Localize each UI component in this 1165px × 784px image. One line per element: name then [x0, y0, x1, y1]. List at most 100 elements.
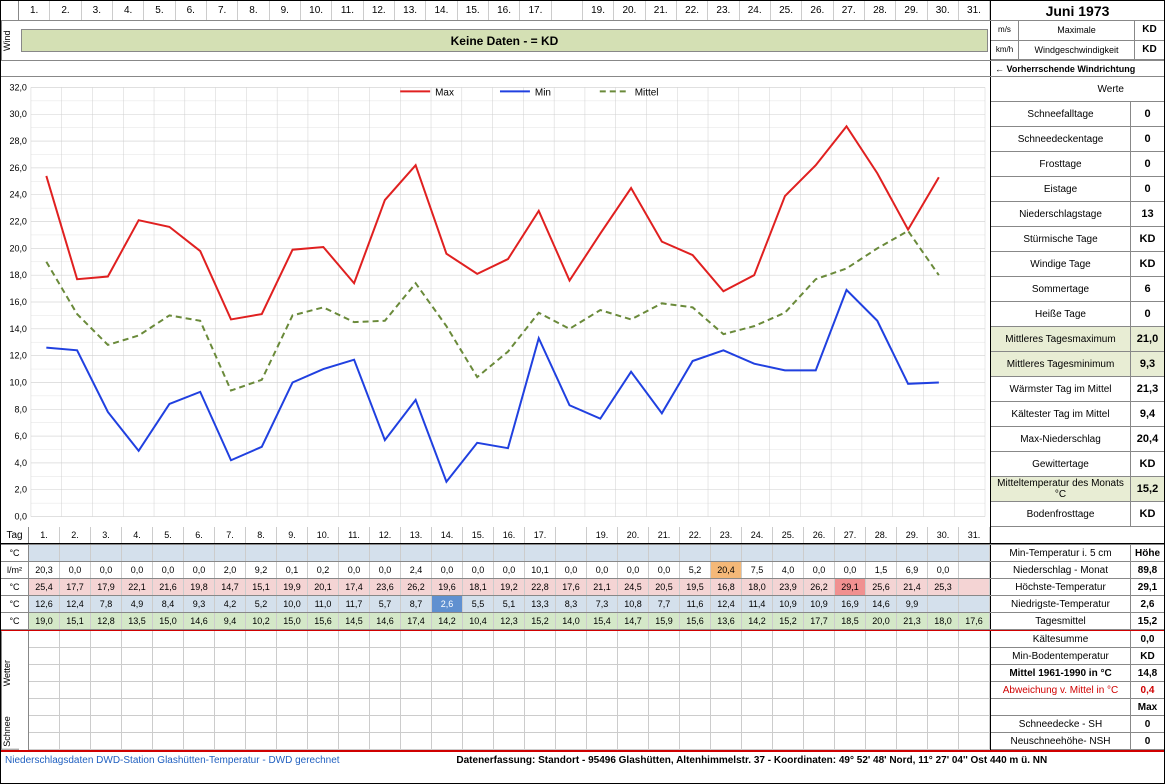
summary-label: Höchste-Temperatur	[991, 579, 1130, 595]
stat-label: Kältester Tag im Mittel	[991, 409, 1130, 420]
empty-cell	[494, 631, 525, 647]
row-cells: 19,015,112,813,515,014,69,410,215,015,61…	[29, 613, 990, 629]
empty-cell	[804, 699, 835, 715]
svg-text:12,0: 12,0	[9, 351, 26, 361]
data-cell: 2,6	[432, 596, 463, 612]
data-cell	[835, 545, 866, 561]
data-cell	[618, 545, 649, 561]
stat-value	[1130, 77, 1164, 101]
stat-label: Bodenfrosttage	[991, 509, 1130, 520]
day-header: 20.	[614, 1, 645, 20]
data-cell: 4,2	[215, 596, 246, 612]
data-cell: 7,8	[91, 596, 122, 612]
day-header: 8.	[238, 1, 269, 20]
stat-row: Niederschlagstage13	[991, 202, 1164, 227]
empty-cell	[370, 699, 401, 715]
empty-cell	[587, 631, 618, 647]
data-cell: 4,9	[122, 596, 153, 612]
tag-cell: 21.	[649, 527, 680, 543]
data-cell: 15,4	[587, 613, 618, 629]
bottom-grid-row	[29, 716, 990, 733]
empty-cell	[401, 733, 432, 749]
day-header: 17.	[520, 1, 551, 20]
empty-cell	[29, 631, 60, 647]
data-cell: 0,0	[153, 562, 184, 578]
day-header: 22.	[677, 1, 708, 20]
bottom-stat-value: 0	[1130, 716, 1164, 732]
data-cell: 0,0	[649, 562, 680, 578]
data-cell: 19,5	[680, 579, 711, 595]
data-row: °C19,015,112,813,515,014,69,410,215,015,…	[1, 613, 1164, 630]
empty-cell	[91, 733, 122, 749]
wind-right: m/sMaximaleKD km/hWindgeschwindigkeitKD	[990, 21, 1164, 60]
month-title: Juni 1973	[990, 1, 1164, 20]
tag-cell: 28.	[866, 527, 897, 543]
stat-value: KD	[1130, 502, 1164, 526]
empty-cell	[60, 733, 91, 749]
svg-text:10,0: 10,0	[9, 377, 26, 387]
empty-cell	[773, 665, 804, 681]
stat-row: Kältester Tag im Mittel9,4	[991, 402, 1164, 427]
data-cell: 25,6	[866, 579, 897, 595]
empty-cell	[618, 699, 649, 715]
empty-cell	[215, 648, 246, 664]
day-header: 27.	[834, 1, 865, 20]
data-cell: 13,6	[711, 613, 742, 629]
data-cell: 14,6	[184, 613, 215, 629]
empty-cell	[835, 716, 866, 732]
empty-cell	[277, 648, 308, 664]
svg-text:Mittel: Mittel	[635, 87, 659, 98]
empty-cell	[277, 699, 308, 715]
empty-cell	[494, 648, 525, 664]
svg-text:2,0: 2,0	[14, 485, 26, 495]
wind-band: Keine Daten - = KD	[21, 29, 988, 52]
empty-cell	[897, 733, 928, 749]
empty-cell	[308, 682, 339, 698]
stat-row: Mitteltemperatur des Monats °C15,2	[991, 477, 1164, 502]
day-header: 4.	[113, 1, 144, 20]
empty-cell	[153, 699, 184, 715]
data-cell: 9,4	[215, 613, 246, 629]
bottom-stats: Kältesumme0,0Min-BodentemperaturKDMittel…	[990, 631, 1164, 750]
empty-cell	[91, 631, 122, 647]
data-cell: 23,9	[773, 579, 804, 595]
tag-cell: 26.	[804, 527, 835, 543]
tag-cell: 5.	[153, 527, 184, 543]
empty-cell	[866, 648, 897, 664]
data-cell: 19,8	[184, 579, 215, 595]
stat-row: Frosttage0	[991, 152, 1164, 177]
data-cell: 11,0	[308, 596, 339, 612]
empty-cell	[184, 733, 215, 749]
data-cell: 14,2	[432, 613, 463, 629]
empty-cell	[246, 699, 277, 715]
empty-cell	[463, 716, 494, 732]
empty-cell	[215, 733, 246, 749]
tag-cell: 13.	[401, 527, 432, 543]
bottom-stat-row: Max	[991, 699, 1164, 716]
data-cell: 10,9	[773, 596, 804, 612]
empty-cell	[308, 631, 339, 647]
stat-row: Sommertage6	[991, 277, 1164, 302]
empty-cell	[370, 733, 401, 749]
stat-label: Max-Niederschlag	[991, 434, 1130, 445]
tag-cell: 14.	[432, 527, 463, 543]
data-cell: 0,0	[184, 562, 215, 578]
data-cell: 10,8	[618, 596, 649, 612]
data-cell: 12,6	[29, 596, 60, 612]
data-cell: 2,0	[215, 562, 246, 578]
empty-cell	[680, 682, 711, 698]
data-cell	[494, 545, 525, 561]
summary-value: 89,8	[1130, 562, 1164, 578]
data-cell: 22,8	[525, 579, 556, 595]
data-cell	[928, 596, 959, 612]
stat-row: Schneedeckentage0	[991, 127, 1164, 152]
empty-cell	[370, 682, 401, 698]
data-cell: 19,9	[277, 579, 308, 595]
data-cell: 5,5	[463, 596, 494, 612]
empty-cell	[680, 631, 711, 647]
empty-cell	[339, 699, 370, 715]
bottom-grid-row	[29, 682, 990, 699]
svg-text:20,0: 20,0	[9, 243, 26, 253]
empty-cell	[928, 631, 959, 647]
day-header: 7.	[207, 1, 238, 20]
